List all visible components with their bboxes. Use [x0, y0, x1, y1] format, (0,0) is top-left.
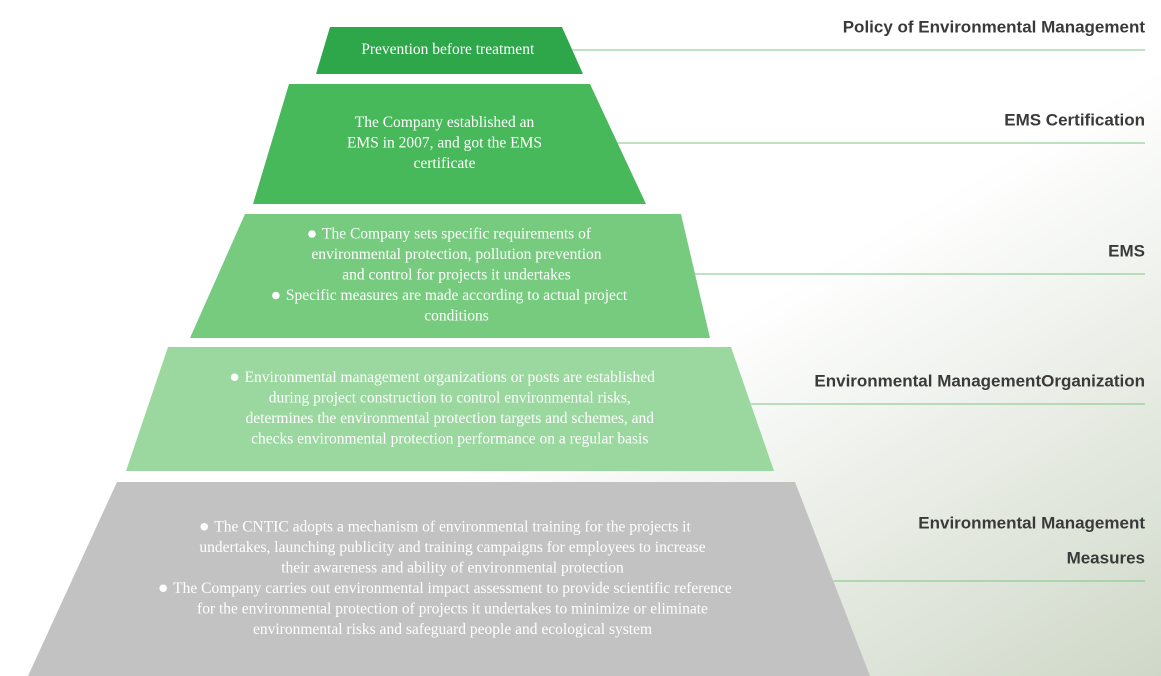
tier-text: certificate [414, 155, 476, 172]
tier-text: conditions [424, 308, 489, 325]
bullet [272, 292, 280, 300]
tier-label: Environmental Management [918, 513, 1145, 532]
tier-text: The CNTIC adopts a mechanism of environm… [214, 518, 691, 535]
tier-text: determines the environmental protection … [245, 410, 654, 427]
tier-text: and control for projects it undertakes [342, 267, 571, 284]
bullet [231, 373, 239, 381]
tier-text: The Company established an [355, 114, 535, 131]
tier-label: EMS Certification [1004, 110, 1145, 129]
tier-text: EMS in 2007, and got the EMS [347, 135, 542, 152]
pyramid-diagram: Policy of Environmental Management Preven… [0, 0, 1161, 676]
tier-text: Specific measures are made according to … [286, 287, 628, 304]
tier-label: Measures [1067, 548, 1145, 567]
tier-label: Policy of Environmental Management [843, 17, 1146, 36]
tier-label: EMS [1108, 241, 1145, 260]
tier-text: The Company sets specific requirements o… [322, 226, 592, 243]
tier-text: Prevention before treatment [361, 41, 535, 58]
bullet [308, 230, 316, 238]
tier-text: undertakes, launching publicity and trai… [199, 539, 705, 556]
tier-text: environmental protection, pollution prev… [311, 246, 601, 263]
tier-label: Environmental ManagementOrganization [814, 371, 1145, 390]
bullet [159, 584, 167, 592]
tier-text: for the environmental protection of proj… [197, 600, 708, 617]
tier-text: checks environmental protection performa… [251, 430, 648, 447]
tier-text: Environmental management organizations o… [245, 369, 656, 386]
tier-text: their awareness and ability of environme… [281, 559, 624, 576]
tier-text: The Company carries out environmental im… [173, 580, 732, 597]
tier-text: during project construction to control e… [269, 389, 631, 406]
tier-text: environmental risks and safeguard people… [253, 621, 652, 638]
bullet [200, 523, 208, 531]
